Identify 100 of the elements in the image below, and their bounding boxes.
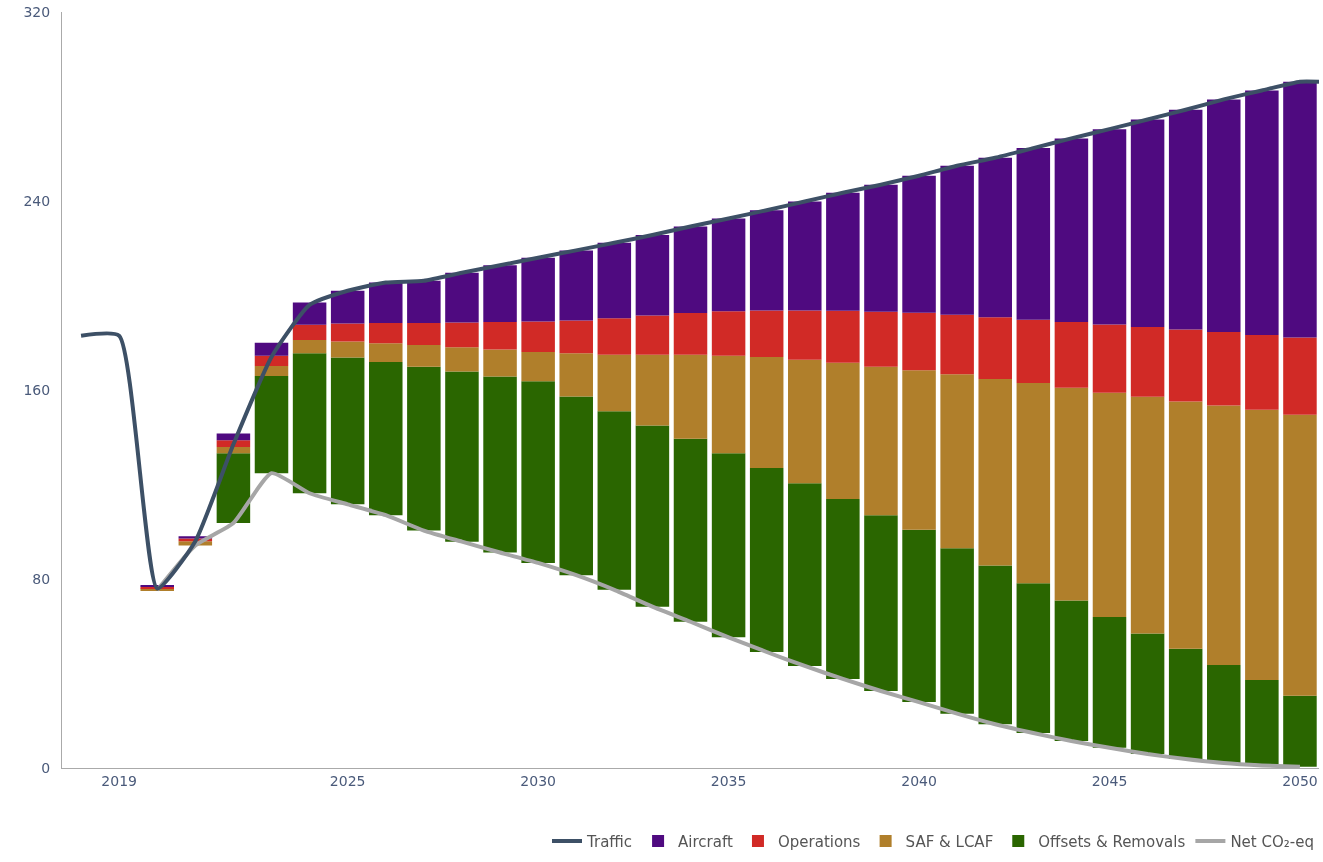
bar (521, 321, 555, 352)
bar (1207, 332, 1241, 406)
x-tick-label: 2035 (710, 772, 747, 789)
bar (292, 339, 327, 354)
bar (597, 242, 632, 319)
bar (407, 344, 441, 367)
bar (711, 453, 746, 638)
bar (711, 218, 746, 312)
bar (902, 370, 936, 530)
bar (597, 354, 632, 412)
bar (559, 320, 593, 354)
x-tick-label: 2045 (1091, 772, 1128, 789)
bar (597, 411, 632, 590)
y-tick-label: 80 (32, 570, 51, 587)
bar (369, 361, 403, 516)
bar (483, 376, 517, 553)
bar (1054, 321, 1089, 388)
bar (1245, 334, 1279, 410)
bar (292, 353, 327, 494)
bar (1168, 648, 1203, 760)
bar (1016, 148, 1051, 320)
bar (1245, 680, 1279, 766)
bar (902, 312, 936, 371)
bar (864, 184, 898, 312)
bar (1245, 90, 1279, 335)
bar (749, 467, 784, 652)
bar (407, 322, 441, 345)
line-series (79, 79, 1319, 591)
bar (788, 359, 822, 484)
bar (749, 210, 784, 311)
bar (826, 192, 860, 311)
bar (1168, 109, 1203, 330)
bar (826, 498, 860, 679)
bar (445, 272, 479, 323)
bar (940, 374, 974, 549)
x-tick-label: 2050 (1282, 772, 1318, 789)
bar (559, 353, 593, 397)
bar (749, 310, 784, 357)
bar (330, 357, 365, 505)
bar (330, 341, 365, 358)
legend-label: Aircraft (678, 832, 733, 851)
bar (635, 235, 670, 316)
legend-label: Net CO₂-eq (1230, 832, 1314, 851)
bar (1016, 382, 1051, 584)
bar (254, 376, 289, 474)
bar (445, 347, 479, 372)
bar (1092, 617, 1127, 748)
bar (483, 321, 517, 350)
bar (445, 322, 479, 348)
bar (673, 354, 708, 439)
bar (369, 343, 403, 362)
bar (864, 311, 898, 367)
bar (1168, 401, 1203, 649)
bar (369, 282, 403, 323)
bar (978, 157, 1012, 318)
bar (978, 378, 1012, 566)
bar (1130, 396, 1165, 634)
bar (673, 438, 708, 622)
legend-label: Offsets & Removals (1038, 832, 1186, 851)
bar (1054, 138, 1089, 322)
x-tick-label: 2025 (329, 772, 366, 789)
bar (673, 312, 708, 355)
bar (1130, 633, 1165, 755)
bar (483, 349, 517, 377)
bar (1092, 392, 1127, 618)
bar (711, 355, 746, 454)
y-tick-label: 0 (41, 759, 51, 776)
bar (940, 548, 974, 714)
bar (788, 483, 822, 666)
y-tick-label: 320 (23, 3, 51, 20)
bar (445, 371, 479, 542)
y-tick-label: 160 (23, 381, 51, 398)
bar (902, 175, 936, 313)
y-tick-label: 240 (23, 192, 51, 209)
bar (1168, 329, 1203, 402)
bar (521, 351, 555, 382)
x-tick-label: 2030 (520, 772, 556, 789)
bar (1283, 81, 1317, 338)
bar (369, 322, 403, 344)
bar (1207, 99, 1241, 333)
bar (940, 314, 974, 375)
bar (407, 280, 441, 323)
bar (1283, 337, 1317, 415)
bar (1207, 665, 1241, 764)
bar (1283, 695, 1317, 767)
bar (521, 257, 555, 322)
bar (1016, 583, 1051, 734)
bar (521, 381, 555, 563)
bar (1016, 319, 1051, 383)
bar (1283, 414, 1317, 696)
bar (292, 324, 327, 340)
bar (826, 362, 860, 499)
bar (788, 201, 822, 311)
bar (788, 310, 822, 360)
bar (1130, 119, 1165, 327)
bar (1207, 405, 1241, 665)
legend-label: Operations (777, 832, 861, 851)
bar (1054, 600, 1089, 742)
bar (597, 318, 632, 355)
bar (635, 425, 670, 607)
